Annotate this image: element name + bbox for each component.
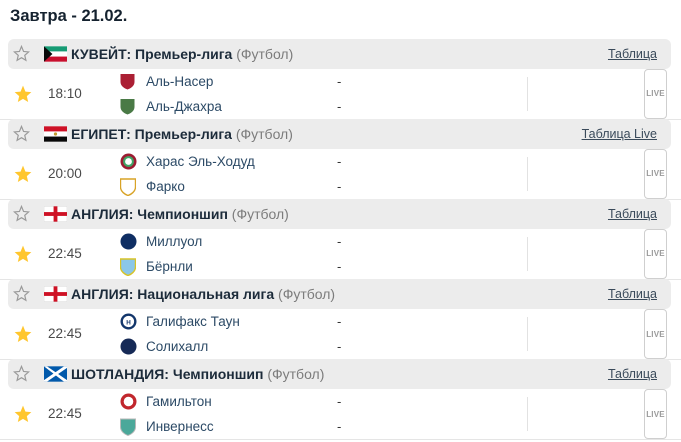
svg-text:H: H	[126, 319, 131, 326]
